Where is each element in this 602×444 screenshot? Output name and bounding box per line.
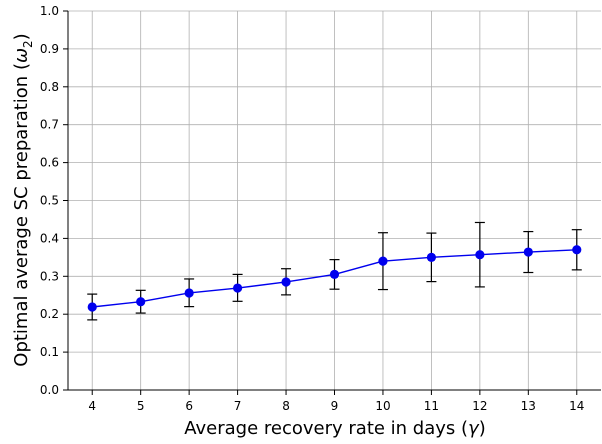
y-axis-label: Optimal average SC preparation (ω2) — [11, 33, 35, 366]
data-point-9 — [523, 247, 533, 257]
x-tick-label-10: 14 — [569, 399, 584, 413]
data-point-3 — [232, 283, 243, 293]
x-tick-label-9: 13 — [521, 399, 536, 413]
data-point-5 — [329, 269, 340, 280]
y-tick-label-9: 0.9 — [40, 42, 59, 56]
y-tick-label-10: 1.0 — [40, 4, 59, 18]
x-tick-label-4: 8 — [282, 399, 290, 413]
x-tick-label-3: 7 — [234, 399, 242, 413]
series-group — [87, 245, 582, 312]
x-tick-label-2: 6 — [185, 399, 193, 413]
y-tick-label-8: 0.8 — [40, 80, 59, 94]
x-tick-label-8: 12 — [472, 399, 487, 413]
y-tick-label-0: 0.0 — [40, 383, 59, 397]
grid — [68, 10, 601, 391]
y-tick-label-1: 0.1 — [40, 345, 59, 359]
data-point-1 — [136, 297, 146, 307]
x-tick-label-6: 10 — [375, 399, 390, 413]
y-tick-label-4: 0.4 — [40, 231, 59, 245]
data-point-6 — [378, 256, 388, 266]
y-tick-label-5: 0.5 — [40, 194, 59, 208]
x-tick-label-7: 11 — [424, 399, 439, 413]
y-tick-label-2: 0.2 — [40, 307, 59, 321]
x-tick-label-1: 5 — [137, 399, 145, 413]
data-point-2 — [184, 288, 194, 298]
x-tick-label-0: 4 — [88, 399, 96, 413]
data-point-7 — [426, 252, 437, 262]
tick-labels: 4 5 6 7 8 9 10 11 12 13 14 0.0 0.1 0.2 0.3 0.4 0.5 0.6 0.7… — [40, 4, 585, 413]
y-tick-label-3: 0.3 — [40, 269, 59, 283]
x-tick-label-5: 9 — [331, 399, 339, 413]
y-tick-label-7: 0.7 — [40, 118, 59, 132]
data-point-0 — [87, 302, 97, 312]
error-bars — [87, 221, 582, 321]
x-axis-label: Average recovery rate in days (γ) — [184, 418, 485, 439]
axes — [63, 10, 601, 395]
data-point-4 — [281, 277, 291, 287]
data-point-10 — [572, 245, 582, 255]
data-point-8 — [475, 250, 485, 260]
y-tick-label-6: 0.6 — [40, 156, 59, 170]
